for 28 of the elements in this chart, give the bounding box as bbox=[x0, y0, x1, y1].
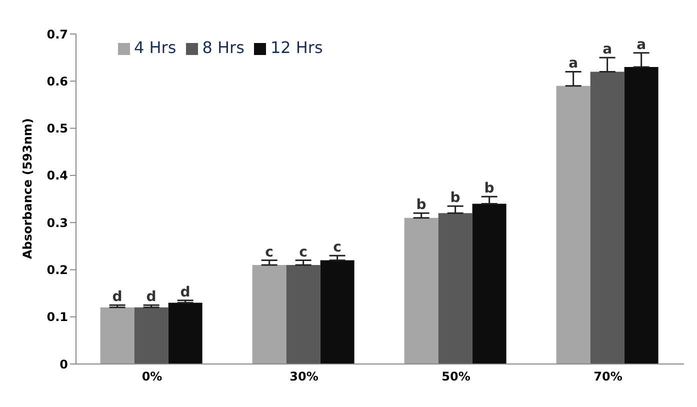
y-tick-label: 0.2 bbox=[46, 262, 68, 277]
y-tick-label: 0 bbox=[60, 357, 68, 372]
y-tick-label: 0.3 bbox=[46, 216, 68, 230]
data-label: a bbox=[636, 36, 646, 53]
x-tick-label: 50% bbox=[442, 370, 470, 384]
y-tick-label: 0.6 bbox=[46, 74, 68, 88]
data-label: a bbox=[568, 56, 578, 72]
y-tick-label: 0.7 bbox=[46, 27, 68, 42]
data-label: a bbox=[602, 42, 612, 58]
y-tick-label: 0.5 bbox=[46, 122, 68, 136]
y-tick-label: 0.4 bbox=[46, 168, 68, 183]
data-label: b bbox=[416, 197, 426, 214]
data-label: d bbox=[146, 289, 156, 306]
legend-label: 4 Hrs bbox=[134, 38, 176, 57]
data-label: b bbox=[484, 180, 494, 197]
y-axis-title: Absorbance (593nm) bbox=[20, 118, 34, 259]
data-label: d bbox=[180, 284, 190, 300]
data-label: c bbox=[333, 240, 342, 256]
data-label: c bbox=[265, 244, 274, 260]
y-tick-label: 0.1 bbox=[46, 310, 68, 324]
data-label: b bbox=[450, 190, 460, 206]
legend-label: 8 Hrs bbox=[202, 38, 244, 57]
data-label: d bbox=[112, 289, 122, 306]
x-tick-label: 70% bbox=[594, 370, 622, 384]
legend-label: 12 Hrs bbox=[270, 38, 323, 57]
data-label: c bbox=[299, 244, 308, 260]
x-tick-label: 0% bbox=[142, 370, 162, 384]
x-tick-label: 30% bbox=[290, 370, 318, 384]
